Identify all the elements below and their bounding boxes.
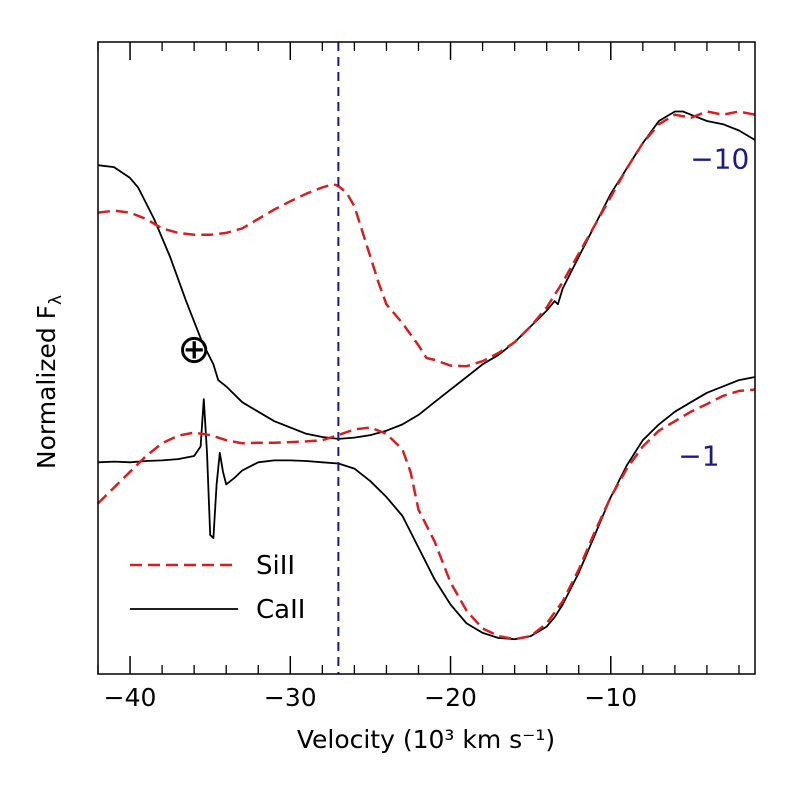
tick-layer (97, 42, 740, 674)
epoch-label: −1 (678, 439, 719, 472)
legend-label-siii: SiII (256, 551, 295, 581)
y-axis-label-main: Normalized F (32, 305, 61, 469)
series-siii-epochminus10-line (97, 110, 756, 368)
series-caii-epochminus1-line (97, 376, 756, 641)
y-axis-label-subscript: λ (46, 295, 66, 305)
x-tick-label: −40 (104, 683, 157, 712)
series-caii-epochminus10-line (97, 110, 756, 440)
y-axis-label: Normalized Fλ (32, 295, 66, 469)
x-tick-label: −30 (264, 683, 317, 712)
curve-layer (97, 110, 756, 641)
tick-label-layer: −40 −30 −20 −10 (104, 683, 637, 712)
x-tick-label: −10 (584, 683, 637, 712)
legend: SiII CaII (130, 551, 305, 625)
legend-label-caii: CaII (256, 595, 305, 625)
telluric-earth-icon: ⊕ (177, 327, 211, 373)
annotation-layer: −10 −1 ⊕ (177, 142, 749, 472)
x-tick-label: −20 (424, 683, 477, 712)
x-axis-label: Velocity (10³ km s⁻¹) (297, 725, 555, 754)
plot-frame (97, 41, 756, 675)
epoch-label: −10 (690, 142, 749, 175)
